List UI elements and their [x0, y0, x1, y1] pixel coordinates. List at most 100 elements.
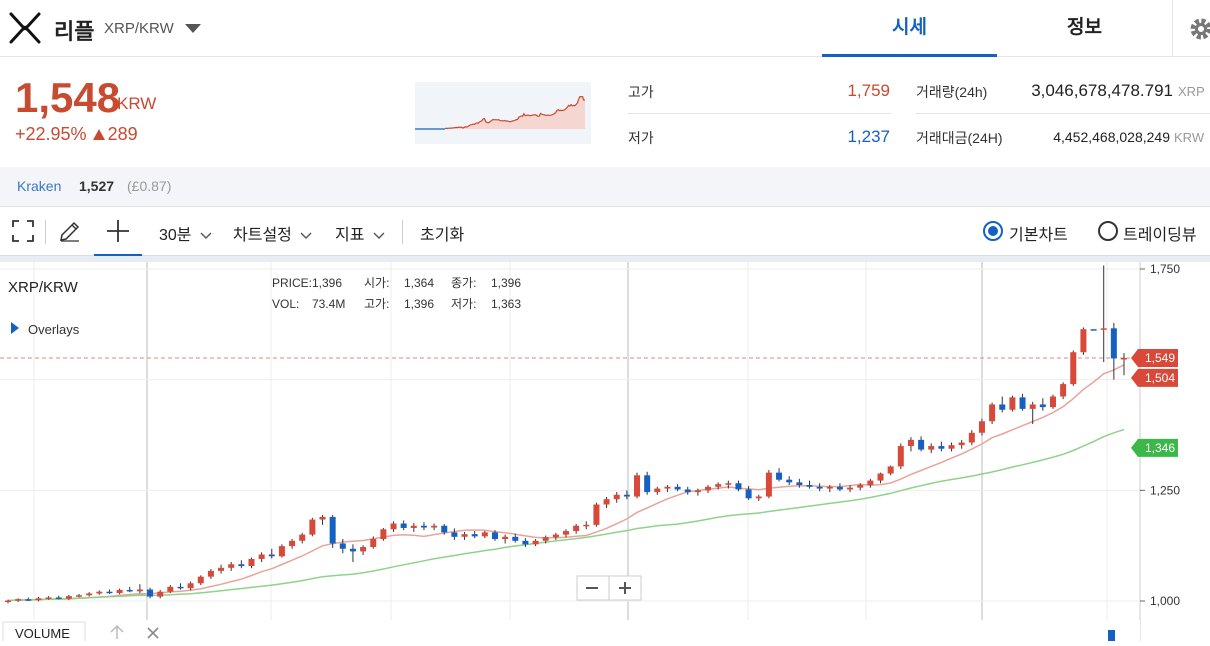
candle: [786, 479, 793, 483]
chart-settings-label: 차트설정: [233, 227, 292, 244]
candle: [745, 489, 752, 499]
candle: [522, 540, 529, 545]
candle: [248, 558, 255, 567]
top-header: 리플 XRP/KRW 시세 정보: [0, 0, 1210, 57]
candle: [532, 540, 539, 545]
candle: [55, 597, 62, 599]
candle: [187, 583, 194, 589]
candle: [15, 599, 22, 601]
reset-button[interactable]: 초기화: [420, 227, 465, 244]
readout-low: 1,363: [491, 297, 521, 311]
basic-chart-radio[interactable]: [983, 221, 1003, 241]
readout-price: 1,396: [312, 276, 342, 290]
exchange-price: 1,527: [79, 178, 115, 194]
readout-close-label: 종가:: [451, 276, 476, 290]
candle: [806, 485, 813, 487]
candle: [684, 489, 691, 493]
arrow-up-icon[interactable]: [110, 624, 124, 639]
candle: [968, 432, 975, 443]
zoom-in-button[interactable]: [619, 582, 631, 594]
candle: [258, 554, 265, 559]
exchange-name[interactable]: Kraken: [17, 178, 62, 194]
candle: [887, 466, 894, 474]
candle: [299, 534, 306, 541]
candle: [826, 486, 833, 489]
candle: [694, 490, 701, 493]
candle: [634, 475, 641, 497]
readout-high-label: 고가:: [364, 297, 389, 311]
candle: [228, 564, 235, 568]
divider: [916, 113, 1210, 114]
triangle-right-icon[interactable]: [11, 322, 19, 334]
candle: [776, 472, 783, 480]
candle: [207, 570, 214, 577]
candle: [116, 589, 123, 594]
price-tag-label: 1,549: [1145, 351, 1175, 365]
y-tick-label: 1,000: [1150, 594, 1180, 608]
readout-open-label: 시가:: [364, 276, 389, 290]
amount-unit: KRW: [1174, 130, 1205, 145]
candle: [410, 525, 417, 528]
candle: [958, 442, 965, 446]
candle: [755, 496, 762, 499]
candle: [25, 599, 32, 601]
change-percent: +22.95%: [15, 124, 87, 144]
gear-icon: [1190, 18, 1210, 40]
price-tag: [1131, 348, 1178, 367]
amount-label: 거래대금(24H): [916, 130, 1003, 146]
volume-unit: XRP: [1178, 84, 1205, 99]
pair-label: XRP/KRW: [104, 20, 174, 37]
candle: [857, 485, 864, 488]
y-tick-label: 1,750: [1150, 262, 1180, 276]
candle: [380, 529, 387, 540]
ma-long-line: [7, 428, 1125, 602]
candle: [877, 473, 884, 481]
tab-market[interactable]: 시세: [822, 0, 997, 57]
pencil-icon[interactable]: [58, 219, 82, 243]
candle: [136, 589, 143, 592]
indicators-label: 지표: [335, 227, 365, 244]
readout-vol-label: VOL:: [272, 297, 299, 311]
indicators-select[interactable]: 지표: [335, 221, 385, 245]
candle: [836, 486, 843, 490]
divider: [628, 113, 891, 114]
candle: [218, 567, 225, 571]
readout-vol: 73.4M: [312, 297, 345, 311]
overlays-toggle[interactable]: Overlays: [28, 322, 80, 337]
crosshair-button[interactable]: [94, 208, 142, 256]
candle: [1080, 329, 1087, 353]
tradingview-radio[interactable]: [1098, 221, 1118, 241]
current-price: 1,548: [15, 74, 121, 121]
settings-button[interactable]: [1172, 0, 1210, 57]
candle: [45, 597, 52, 599]
high-value: 1,759: [847, 81, 890, 100]
chevron-down-icon[interactable]: [185, 24, 201, 33]
candle: [197, 576, 204, 584]
price-chart[interactable]: 1,750 1,250 1,000 1,549 1,504 1,346 XRP/KRW …: [0, 256, 1210, 643]
chart-settings-select[interactable]: 차트설정: [233, 221, 312, 245]
amount-value: 4,452,468,028,249: [1053, 129, 1170, 145]
candle: [278, 546, 285, 557]
interval-select[interactable]: 30분: [159, 221, 212, 245]
candle: [167, 586, 174, 592]
basic-chart-label: 기본차트: [1009, 227, 1068, 244]
price-tag: [1131, 438, 1178, 457]
candle: [268, 554, 275, 557]
low-label: 저가: [628, 130, 654, 146]
fullscreen-icon[interactable]: [12, 220, 34, 242]
volume-value: 3,046,678,478.791: [1031, 81, 1173, 100]
candle: [329, 516, 336, 544]
candle: [5, 600, 11, 603]
close-icon[interactable]: [147, 627, 159, 639]
candle: [999, 404, 1006, 410]
candle: [715, 484, 722, 487]
candle: [461, 534, 468, 537]
candle: [157, 591, 164, 597]
candle: [1070, 352, 1077, 385]
candle: [431, 525, 438, 528]
candle: [360, 546, 367, 552]
divider: [402, 220, 403, 244]
tab-info[interactable]: 정보: [1067, 17, 1102, 38]
volume-label: 거래량(24h): [916, 84, 988, 100]
